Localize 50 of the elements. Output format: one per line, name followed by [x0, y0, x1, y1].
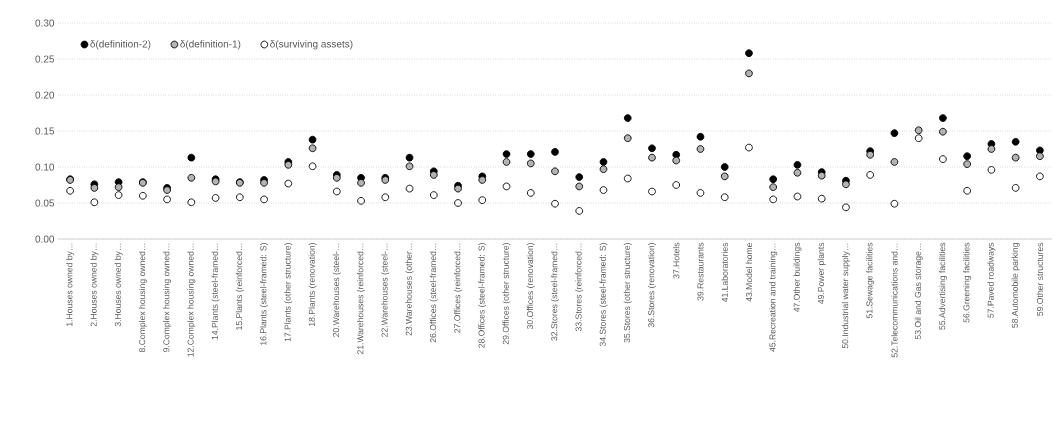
- x-tick-label: 55.Advertising facilities: [938, 242, 947, 330]
- x-tick-label: 8.Complex housing owned…: [138, 243, 147, 353]
- x-tick-label: 29.Offices (other structure): [502, 243, 511, 345]
- x-tick-label: 30.Offices (renovation): [526, 243, 535, 330]
- x-tick-label: 21.Warehouses (reinforced…: [357, 243, 366, 355]
- x-tick-label: 47.Other buildings: [793, 242, 802, 313]
- x-tick-label: 59.Other structures: [1036, 242, 1044, 316]
- x-tick-label: 50.Industrial water supply…: [841, 243, 850, 349]
- y-tick-label: 0.15: [35, 127, 55, 135]
- x-tick-label: 23.Warehouses (other…: [405, 243, 414, 336]
- x-tick-label: 9.Complex housing owned…: [163, 243, 172, 353]
- x-tick-label: 43.Model home: [745, 242, 753, 302]
- x-tick-label: 58.Automobile parking: [1011, 243, 1020, 328]
- legend-label: δ(definition-2): [90, 40, 151, 50]
- y-tick-label: 0.05: [35, 199, 55, 207]
- x-tick-label: 36.Stores (renovation): [647, 243, 656, 328]
- x-tick-label: 28.Offices (steel-framed: S): [478, 243, 487, 348]
- x-tick-label: 33.Stores (reinforced…: [575, 243, 584, 332]
- x-tick-label: 16.Plants (steel-framed: S): [260, 243, 269, 345]
- x-tick-label: 18.Plants (renovation): [308, 243, 317, 326]
- x-tick-label: 51.Sewage facilities: [866, 242, 875, 319]
- x-tick-label: 41.Laboratories: [721, 242, 728, 303]
- x-tick-label: 35.Stores (other structure): [623, 243, 632, 343]
- x-tick-label: 22.Warehouses (steel-…: [381, 243, 390, 337]
- y-tick-label: 0.00: [35, 235, 55, 243]
- y-tick-label: 0.30: [35, 19, 55, 27]
- x-tick-label: 27.Offices (reinforced…: [454, 243, 463, 333]
- x-tick-label: 37.Hotels: [673, 242, 680, 279]
- x-tick-label: 57.Paved roadways: [987, 242, 996, 318]
- x-tick-label: 2.Houses owned by…: [90, 243, 99, 327]
- x-tick-label: 56.Greening facilities: [963, 242, 972, 323]
- x-tick-label: 49.Power plants: [817, 242, 826, 304]
- legend-label: δ(surviving assets): [270, 40, 353, 50]
- x-tick-label: 26.Offices (steel-framed…: [429, 243, 438, 343]
- x-tick-label: 20.Warehouses (steel-…: [332, 243, 341, 337]
- x-tick-label: 12.Complex housing owned…: [187, 243, 196, 357]
- x-tick-label: 3.Houses owned by…: [114, 243, 123, 327]
- x-tick-label: 34.Stores (steel-framed: S): [599, 243, 608, 347]
- x-tick-label: 1.Houses owned by…: [66, 243, 75, 326]
- y-tick-label: 0.25: [35, 55, 55, 63]
- x-tick-label: 14.Plants (steel-framed…: [211, 243, 220, 340]
- x-tick-label: 17.Plants (other structure): [284, 243, 293, 342]
- legend-label: δ(definition-1): [180, 40, 241, 50]
- x-tick-label: 52.Telecommunications and…: [891, 243, 898, 358]
- y-tick-label: 0.10: [35, 163, 55, 171]
- x-tick-label: 32.Stores (steel-framed…: [551, 243, 560, 341]
- y-tick-label: 0.20: [35, 91, 55, 99]
- x-tick-label: 39.Restaurants: [697, 242, 704, 301]
- x-tick-label: 15.Plants (reinforced…: [235, 243, 244, 330]
- x-tick-label: 53.Oil and Gas storage…: [914, 243, 923, 340]
